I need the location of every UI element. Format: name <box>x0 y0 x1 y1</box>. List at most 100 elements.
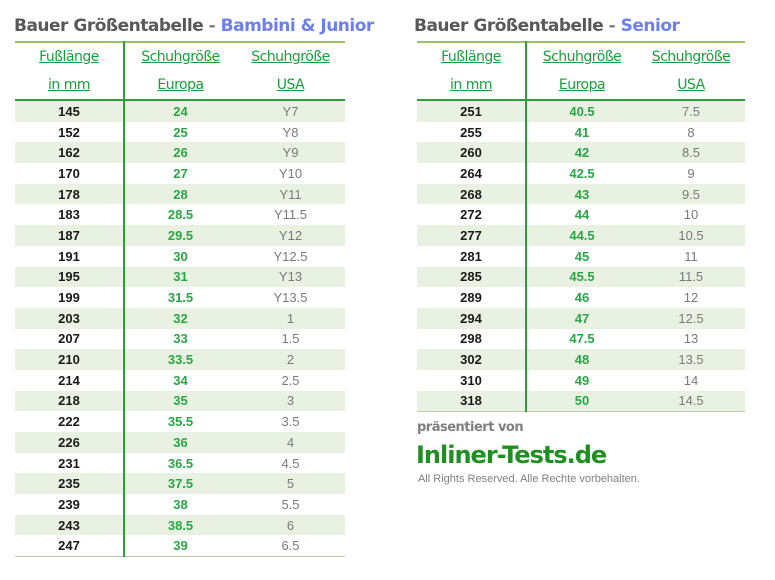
us-size-cell: 8 <box>637 121 745 143</box>
foot-length-cell: 187 <box>15 225 125 246</box>
us-size-cell: 12 <box>637 287 745 308</box>
table-row: 272 44 10 <box>417 204 745 226</box>
us-size-cell: Y12 <box>236 225 345 246</box>
eu-size-cell: 29.5 <box>124 225 236 246</box>
junior-title-separator: - <box>208 16 216 36</box>
eu-size-cell: 47.5 <box>526 328 637 350</box>
table-row: 214 34 2.5 <box>15 369 345 391</box>
us-size-cell: Y8 <box>236 121 345 143</box>
us-size-cell: 12.5 <box>637 307 745 329</box>
us-size-cell: 11.5 <box>637 266 745 288</box>
table-row: 152 25 Y8 <box>15 121 345 143</box>
foot-length-cell: 260 <box>417 142 527 164</box>
junior-title-brand: Bauer Größentabelle <box>14 16 204 36</box>
table-row: 207 33 1.5 <box>15 328 345 350</box>
header-row: in mm Europa USA <box>15 71 345 101</box>
us-size-cell: 3.5 <box>236 411 345 432</box>
foot-length-cell: 145 <box>15 100 125 122</box>
eu-size-cell: 42 <box>526 142 637 164</box>
foot-length-cell: 268 <box>417 183 527 205</box>
table-row: 145 24 Y7 <box>15 100 345 122</box>
foot-length-cell: 318 <box>417 390 527 413</box>
table-row: 260 42 8.5 <box>417 142 745 164</box>
table-row: 191 30 Y12.5 <box>15 245 345 267</box>
us-size-cell: 11 <box>637 245 745 267</box>
eu-size-cell: 35 <box>124 390 236 412</box>
us-size-cell: Y10 <box>236 163 345 184</box>
column-header: Europa <box>526 71 637 101</box>
table-row: 178 28 Y11 <box>15 183 345 205</box>
us-size-cell: Y9 <box>236 142 345 164</box>
column-header: Europa <box>124 71 236 101</box>
eu-size-cell: 45 <box>526 245 637 267</box>
column-header: in mm <box>417 71 527 101</box>
eu-size-cell: 26 <box>124 142 236 164</box>
table-row: 170 27 Y10 <box>15 163 345 184</box>
us-size-cell: Y12.5 <box>236 245 345 267</box>
us-size-cell: 10 <box>637 204 745 226</box>
table-row: 302 48 13.5 <box>417 349 745 370</box>
eu-size-cell: 36 <box>124 432 236 453</box>
foot-length-cell: 210 <box>15 349 125 370</box>
junior-table-header: Fußlänge Schuhgröße Schuhgröße in mm Europa U… <box>15 41 345 101</box>
eu-size-cell: 50 <box>526 390 637 413</box>
eu-size-cell: 36.5 <box>124 452 236 474</box>
eu-size-cell: 30 <box>124 245 236 267</box>
column-header: in mm <box>15 71 125 101</box>
us-size-cell: 14.5 <box>637 390 745 413</box>
eu-size-cell: 41 <box>526 121 637 143</box>
us-size-cell: 1 <box>236 307 345 329</box>
header-row: Fußlänge Schuhgröße Schuhgröße <box>15 41 345 71</box>
foot-length-cell: 243 <box>15 514 125 536</box>
eu-size-cell: 33.5 <box>124 349 236 370</box>
table-row: 255 41 8 <box>417 121 745 143</box>
eu-size-cell: 44.5 <box>526 225 637 246</box>
table-row: 243 38.5 6 <box>15 514 345 536</box>
eu-size-cell: 44 <box>526 204 637 226</box>
foot-length-cell: 264 <box>417 163 527 184</box>
foot-length-cell: 239 <box>15 494 125 515</box>
us-size-cell: 1.5 <box>236 328 345 350</box>
us-size-cell: Y11 <box>236 183 345 205</box>
us-size-cell: 14 <box>637 369 745 391</box>
senior-title-separator: - <box>608 16 616 36</box>
senior-title-brand: Bauer Größentabelle <box>414 16 604 36</box>
header-row: Fußlänge Schuhgröße Schuhgröße <box>417 41 745 71</box>
junior-table-body: 145 24 Y7 152 25 Y8 162 26 Y9 170 27 Y10 178 28 Y11 183… <box>15 100 345 558</box>
foot-length-cell: 178 <box>15 183 125 205</box>
eu-size-cell: 32 <box>124 307 236 329</box>
foot-length-cell: 152 <box>15 121 125 143</box>
eu-size-cell: 43 <box>526 183 637 205</box>
foot-length-cell: 214 <box>15 369 125 391</box>
eu-size-cell: 28.5 <box>124 204 236 226</box>
table-row: 222 35.5 3.5 <box>15 411 345 432</box>
eu-size-cell: 42.5 <box>526 163 637 184</box>
eu-size-cell: 31.5 <box>124 287 236 308</box>
junior-title: Bauer Größentabelle - Bambini & Junior <box>14 13 374 39</box>
column-header: USA <box>236 71 345 101</box>
eu-size-cell: 31 <box>124 266 236 288</box>
eu-size-cell: 34 <box>124 369 236 391</box>
foot-length-cell: 251 <box>417 100 527 122</box>
us-size-cell: 2 <box>236 349 345 370</box>
eu-size-cell: 39 <box>124 535 236 558</box>
table-row: 199 31.5 Y13.5 <box>15 287 345 308</box>
column-header: Fußlänge <box>417 41 527 71</box>
eu-size-cell: 47 <box>526 307 637 329</box>
foot-length-cell: 294 <box>417 307 527 329</box>
eu-size-cell: 27 <box>124 163 236 184</box>
junior-title-accent: Bambini & Junior <box>220 16 375 36</box>
table-row: 251 40.5 7.5 <box>417 100 745 122</box>
eu-size-cell: 46 <box>526 287 637 308</box>
us-size-cell: 5 <box>236 473 345 495</box>
table-row: 318 50 14.5 <box>417 390 745 413</box>
foot-length-cell: 195 <box>15 266 125 288</box>
eu-size-cell: 25 <box>124 121 236 143</box>
foot-length-cell: 235 <box>15 473 125 495</box>
us-size-cell: 6.5 <box>236 535 345 558</box>
eu-size-cell: 24 <box>124 100 236 122</box>
foot-length-cell: 203 <box>15 307 125 329</box>
eu-size-cell: 33 <box>124 328 236 350</box>
foot-length-cell: 170 <box>15 163 125 184</box>
us-size-cell: 4.5 <box>236 452 345 474</box>
